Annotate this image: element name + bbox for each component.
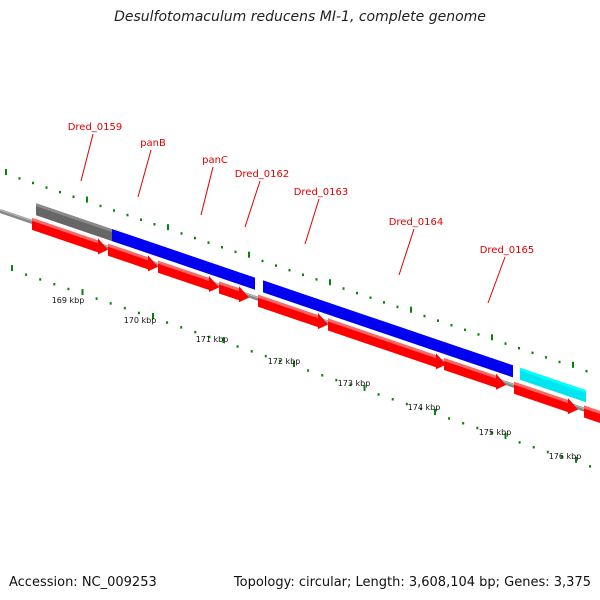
kbp-label: 172 kbp <box>268 357 301 366</box>
gene-block-panC-shine <box>163 246 226 271</box>
outer-tick-row <box>5 169 588 373</box>
gene-label: Dred_0162 <box>235 169 290 180</box>
leader-line <box>244 180 261 228</box>
kbp-label: 171 kbp <box>196 335 229 344</box>
gene-block-grey-shine <box>36 203 112 233</box>
gene-block-Dred_0165 <box>450 344 513 378</box>
kbp-label: 169 kbp <box>52 296 85 305</box>
gene-block-Dred_0163-shine <box>263 280 333 308</box>
gene-block-Dred_0165-shine <box>450 344 513 369</box>
cds-arrow-2-shine <box>108 243 148 261</box>
leader-line <box>398 228 415 276</box>
genome-summary-text: Topology: circular; Length: 3,608,104 bp… <box>233 575 591 590</box>
cds-arrow-4-shine <box>219 281 239 292</box>
leader-line <box>137 149 152 198</box>
genome-title: Desulfotomaculum reducens MI-1, complete… <box>114 9 486 25</box>
accession-text: Accession: NC_009253 <box>9 575 157 590</box>
gene-block-Dred_0162-shine <box>226 267 255 281</box>
gene-block-cyan-shine <box>520 367 586 394</box>
gene-label: panC <box>202 155 228 166</box>
gene-label: Dred_0164 <box>389 217 444 228</box>
cds-arrow-3-shine <box>158 260 209 282</box>
leader-line <box>304 198 320 245</box>
leader-line <box>200 166 214 216</box>
gene-label: panB <box>140 138 166 149</box>
cds-arrow-7-shine <box>444 357 496 379</box>
kbp-label: 175 kbp <box>479 428 512 437</box>
gene-label-group: Dred_0159 panB panC Dred_0162 Dred_0163 Dred_… <box>68 122 535 256</box>
kbp-label-group: 169 kbp 170 kbp 171 kbp 172 kbp 173 kbp 174 k… <box>52 296 582 461</box>
kbp-label: 173 kbp <box>338 379 371 388</box>
gene-block-grey <box>36 203 112 242</box>
leader-line <box>80 133 94 182</box>
kbp-label: 176 kbp <box>549 452 582 461</box>
gene-block-panB <box>112 229 163 259</box>
leader-line <box>487 256 506 304</box>
gene-label: Dred_0163 <box>294 187 349 198</box>
cds-arrow-6-shine <box>328 318 436 359</box>
label-leader-lines <box>80 133 506 304</box>
feature-track <box>32 203 600 423</box>
gene-label: Dred_0159 <box>68 122 123 133</box>
cds-arrow-9-shine <box>584 405 600 414</box>
gene-block-panB-shine <box>112 229 163 250</box>
gene-label: Dred_0165 <box>480 245 535 256</box>
cds-arrow-8-shine <box>514 381 568 404</box>
gene-block-Dred_0164-shine <box>333 304 450 347</box>
cds-arrow-5-shine <box>258 294 318 319</box>
cds-arrow-1-shine <box>32 217 98 244</box>
kbp-label: 174 kbp <box>408 403 441 412</box>
inner-tick-row <box>11 265 592 468</box>
kbp-label: 170 kbp <box>124 316 157 325</box>
gene-block-Dred_0164 <box>333 304 450 356</box>
